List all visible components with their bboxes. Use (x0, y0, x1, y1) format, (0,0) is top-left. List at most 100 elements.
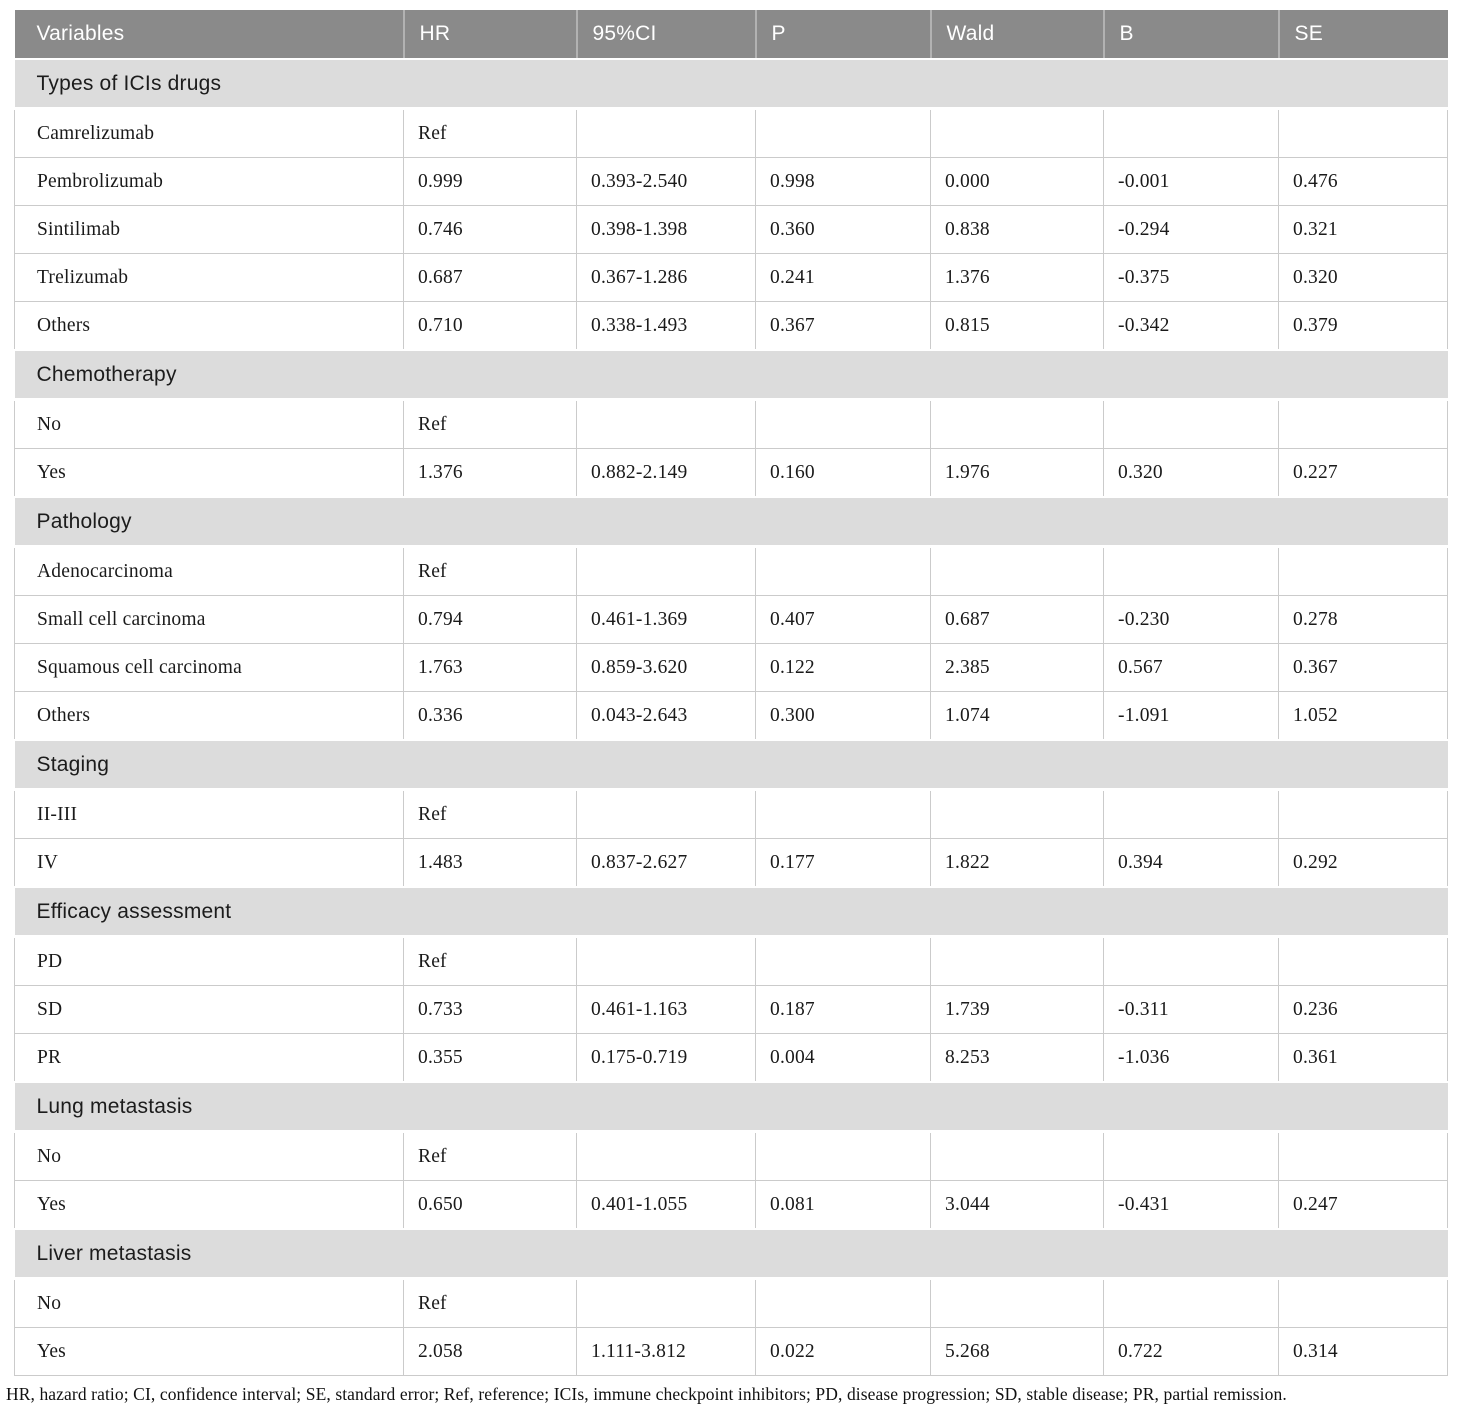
value-cell (1103, 789, 1279, 839)
value-cell: 1.822 (930, 838, 1104, 888)
value-cell: 0.859-3.620 (576, 643, 756, 692)
value-cell (755, 399, 931, 449)
table-row: SD 0.733 0.461-1.163 0.187 1.739 -0.311 0.236 (14, 985, 1448, 1034)
value-cell: Ref (403, 1278, 577, 1328)
value-cell (1103, 1278, 1279, 1328)
section-header-row: Types of ICIs drugs (14, 58, 1448, 110)
value-cell (1278, 399, 1448, 449)
section-title: Liver metastasis (14, 1228, 1448, 1280)
value-cell: 0.314 (1278, 1327, 1448, 1376)
value-cell: 0.175-0.719 (576, 1033, 756, 1083)
value-cell: 0.177 (755, 838, 931, 888)
value-cell: -0.001 (1103, 157, 1279, 206)
section-title: Pathology (14, 496, 1448, 548)
value-cell: 0.043-2.643 (576, 691, 756, 741)
value-cell (576, 789, 756, 839)
results-table: Variables HR 95%CI P Wald B SE Types of … (14, 10, 1448, 1376)
row-label-cell: No (14, 1131, 404, 1181)
column-header-b: B (1102, 10, 1279, 60)
value-cell (755, 546, 931, 596)
row-label-cell: Others (14, 301, 404, 351)
value-cell: 0.236 (1278, 985, 1448, 1034)
value-cell (576, 399, 756, 449)
value-cell: 1.111-3.812 (576, 1327, 756, 1376)
value-cell: 0.361 (1278, 1033, 1448, 1083)
table-row: Yes 0.650 0.401-1.055 0.081 3.044 -0.431 0.247 (14, 1180, 1448, 1230)
value-cell (755, 108, 931, 158)
value-cell: 3.044 (930, 1180, 1104, 1230)
table-row: Others 0.710 0.338-1.493 0.367 0.815 -0.342 0.… (14, 301, 1448, 351)
column-header-wald: Wald (929, 10, 1104, 60)
value-cell: 0.710 (403, 301, 577, 351)
row-label-cell: SD (14, 985, 404, 1034)
table-row: Camrelizumab Ref (14, 108, 1448, 158)
value-cell (576, 936, 756, 986)
value-cell: 8.253 (930, 1033, 1104, 1083)
table-row: Yes 1.376 0.882-2.149 0.160 1.976 0.320 0.227 (14, 448, 1448, 498)
value-cell: Ref (403, 546, 577, 596)
value-cell: 0.122 (755, 643, 931, 692)
table-row: No Ref (14, 399, 1448, 449)
value-cell: 0.081 (755, 1180, 931, 1230)
row-label-cell: Yes (14, 1327, 404, 1376)
value-cell: 0.338-1.493 (576, 301, 756, 351)
value-cell: 0.393-2.540 (576, 157, 756, 206)
value-cell: 1.483 (403, 838, 577, 888)
value-cell: 0.815 (930, 301, 1104, 351)
value-cell: 0.722 (1103, 1327, 1279, 1376)
value-cell: 0.733 (403, 985, 577, 1034)
column-header-hr: HR (402, 10, 577, 60)
value-cell: 0.999 (403, 157, 577, 206)
value-cell: Ref (403, 1131, 577, 1181)
section-title: Lung metastasis (14, 1081, 1448, 1133)
row-label-cell: PR (14, 1033, 404, 1083)
value-cell (1278, 546, 1448, 596)
value-cell: 1.074 (930, 691, 1104, 741)
value-cell: 0.401-1.055 (576, 1180, 756, 1230)
value-cell: Ref (403, 108, 577, 158)
section-header-row: Liver metastasis (14, 1228, 1448, 1280)
table-row: II-III Ref (14, 789, 1448, 839)
value-cell (755, 1278, 931, 1328)
value-cell (1103, 1131, 1279, 1181)
table-row: Trelizumab 0.687 0.367-1.286 0.241 1.376 -0.3… (14, 253, 1448, 302)
value-cell: 0.882-2.149 (576, 448, 756, 498)
section-title: Types of ICIs drugs (14, 58, 1448, 110)
column-header-ci: 95%CI (575, 10, 756, 60)
value-cell (755, 1131, 931, 1181)
value-cell: 0.998 (755, 157, 931, 206)
value-cell: 0.355 (403, 1033, 577, 1083)
section-header-row: Pathology (14, 496, 1448, 548)
table-row: No Ref (14, 1131, 1448, 1181)
row-label-cell: Adenocarcinoma (14, 546, 404, 596)
value-cell: Ref (403, 936, 577, 986)
column-header-p: P (754, 10, 931, 60)
value-cell: Ref (403, 789, 577, 839)
table-row: Sintilimab 0.746 0.398-1.398 0.360 0.838 -0.2… (14, 205, 1448, 254)
table-row: PR 0.355 0.175-0.719 0.004 8.253 -1.036 0.361 (14, 1033, 1448, 1083)
value-cell: -1.036 (1103, 1033, 1279, 1083)
row-label-cell: PD (14, 936, 404, 986)
value-cell (576, 1278, 756, 1328)
section-header-row: Efficacy assessment (14, 886, 1448, 938)
value-cell: 0.687 (930, 595, 1104, 644)
value-cell: 0.367 (755, 301, 931, 351)
row-label-cell: Others (14, 691, 404, 741)
value-cell: 0.367 (1278, 643, 1448, 692)
value-cell: -0.375 (1103, 253, 1279, 302)
value-cell: 1.376 (930, 253, 1104, 302)
value-cell: -0.230 (1103, 595, 1279, 644)
value-cell: 0.838 (930, 205, 1104, 254)
row-label-cell: Small cell carcinoma (14, 595, 404, 644)
table-row: Adenocarcinoma Ref (14, 546, 1448, 596)
value-cell (1278, 1278, 1448, 1328)
row-label-cell: Yes (14, 448, 404, 498)
value-cell: 0.746 (403, 205, 577, 254)
value-cell: 0.567 (1103, 643, 1279, 692)
value-cell: 0.320 (1278, 253, 1448, 302)
value-cell (1103, 108, 1279, 158)
value-cell: 0.022 (755, 1327, 931, 1376)
table-body: Types of ICIs drugs Camrelizumab Ref Pembro… (14, 58, 1448, 1376)
value-cell: 0.476 (1278, 157, 1448, 206)
